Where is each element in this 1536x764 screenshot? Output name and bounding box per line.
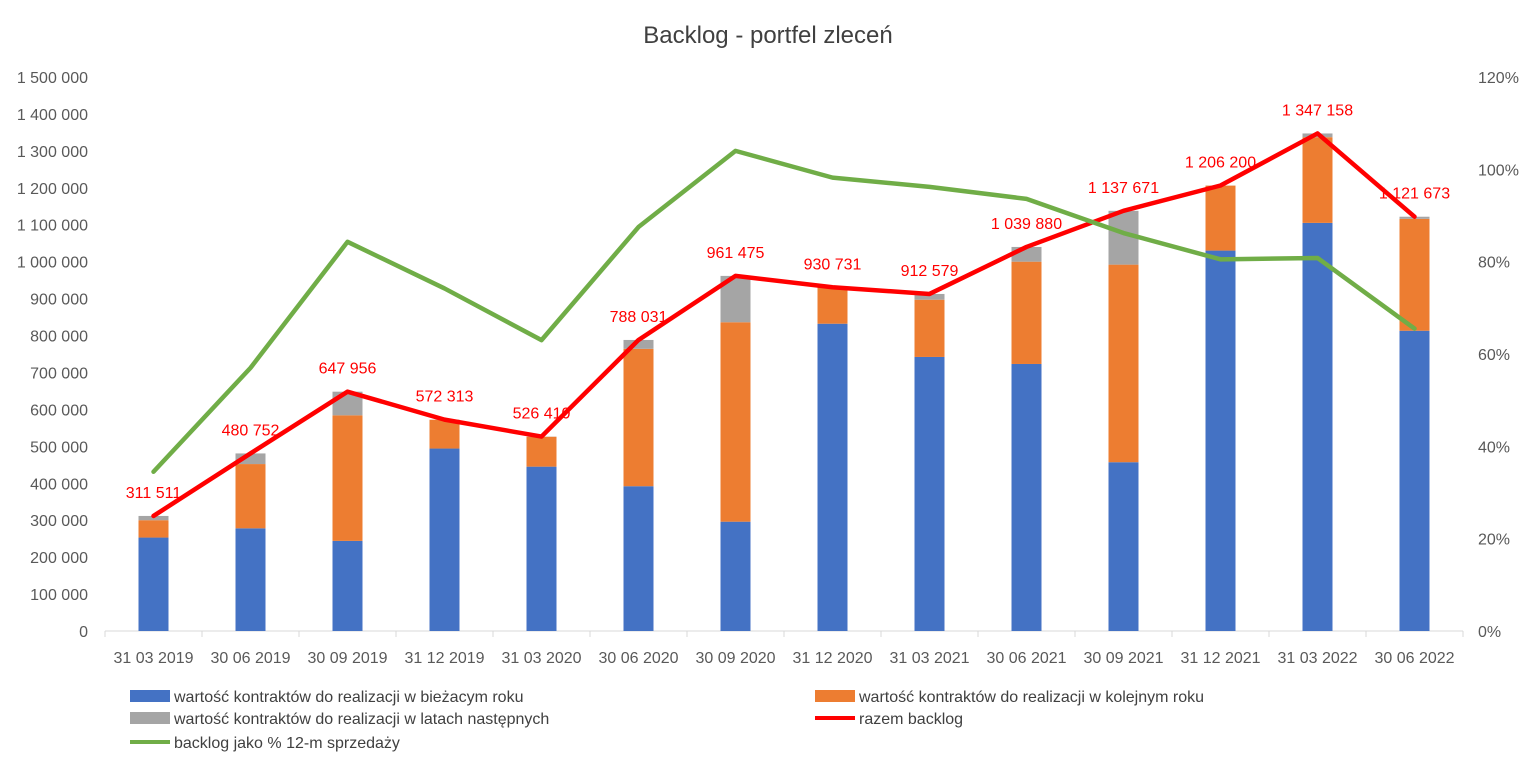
x-tick-label: 31 12 2021	[1180, 650, 1260, 667]
legend-swatch	[130, 712, 170, 724]
x-tick-label: 30 06 2019	[210, 650, 290, 667]
bar-segment	[1400, 219, 1430, 331]
data-label: 1 347 158	[1282, 102, 1353, 119]
legend: wartość kontraktów do realizacji w bieża…	[130, 689, 1204, 752]
data-label: 788 031	[610, 309, 668, 326]
legend-swatch	[815, 690, 855, 702]
y-tick-label: 1 200 000	[17, 181, 88, 198]
y-tick-label: 1 300 000	[17, 144, 88, 161]
bar-segment	[721, 322, 751, 521]
data-label: 526 410	[513, 406, 571, 423]
x-tick-label: 30 06 2022	[1374, 650, 1454, 667]
legend-swatch	[130, 690, 170, 702]
bar-segment	[915, 300, 945, 357]
bar-segment	[139, 538, 169, 631]
y-tick-label: 800 000	[30, 329, 88, 346]
data-label: 480 752	[222, 422, 280, 439]
bar-segment	[527, 437, 557, 467]
y-tick-label: 400 000	[30, 476, 88, 493]
y-tick-label: 1 400 000	[17, 107, 88, 124]
data-label: 912 579	[901, 263, 959, 280]
data-label: 311 511	[126, 485, 182, 502]
y-tick-label: 1 000 000	[17, 255, 88, 272]
bar-segment	[721, 522, 751, 631]
bars	[139, 133, 1430, 631]
x-tick-label: 31 12 2020	[792, 650, 872, 667]
bar-segment	[236, 464, 266, 528]
x-tick-label: 31 03 2019	[113, 650, 193, 667]
bar-segment	[915, 357, 945, 631]
data-label: 1 137 671	[1088, 180, 1159, 197]
x-tick-label: 30 09 2020	[695, 650, 775, 667]
bar-segment	[1400, 331, 1430, 631]
data-label: 961 475	[707, 245, 765, 262]
legend-label: wartość kontraktów do realizacji w bieża…	[173, 689, 523, 706]
data-label: 930 731	[804, 256, 862, 273]
data-label: 647 956	[319, 361, 377, 378]
data-label: 572 313	[416, 389, 474, 406]
legend-label: backlog jako % 12-m sprzedaży	[174, 735, 400, 752]
legend-label: wartość kontraktów do realizacji w kolej…	[858, 689, 1204, 706]
bar-segment	[624, 486, 654, 631]
bar-segment	[1012, 262, 1042, 364]
y-tick-label: 700 000	[30, 365, 88, 382]
y-tick-label: 1 100 000	[17, 218, 88, 235]
bar-segment	[139, 520, 169, 537]
y-tick-label: 300 000	[30, 513, 88, 530]
bar-segment	[1109, 265, 1139, 463]
data-label: 1 206 200	[1185, 155, 1256, 172]
bar-segment	[333, 541, 363, 631]
x-tick-label: 30 06 2020	[598, 650, 678, 667]
y2-tick-label: 120%	[1478, 70, 1519, 87]
bar-segment	[430, 449, 460, 631]
data-labels: 311 511 480 752 647 956 572 313 526 410 788 0…	[126, 102, 1450, 501]
bar-segment	[236, 528, 266, 631]
bar-segment	[1206, 186, 1236, 251]
bar-segment	[1303, 223, 1333, 631]
legend-label: razem backlog	[859, 711, 963, 728]
bar-segment	[818, 288, 848, 324]
bar-segment	[333, 415, 363, 541]
y-tick-label: 600 000	[30, 402, 88, 419]
bar-segment	[624, 349, 654, 486]
data-label: 1 039 880	[991, 216, 1062, 233]
x-tick-label: 31 12 2019	[404, 650, 484, 667]
bar-segment	[430, 420, 460, 449]
y2-tick-label: 60%	[1478, 347, 1510, 364]
legend-label: wartość kontraktów do realizacji w latac…	[173, 711, 549, 728]
y-tick-label: 0	[79, 624, 88, 641]
bar-segment	[1012, 364, 1042, 631]
y-tick-label: 1 500 000	[17, 70, 88, 87]
bar-segment	[1303, 137, 1333, 223]
y2-tick-label: 20%	[1478, 532, 1510, 549]
y-tick-label: 500 000	[30, 439, 88, 456]
bar-segment	[1206, 251, 1236, 631]
x-tick-label: 30 06 2021	[986, 650, 1066, 667]
y2-tick-label: 40%	[1478, 439, 1510, 456]
y2-tick-label: 100%	[1478, 162, 1519, 179]
bar-segment	[527, 467, 557, 631]
y-tick-label: 100 000	[30, 587, 88, 604]
x-tick-label: 31 03 2022	[1277, 650, 1357, 667]
x-tick-label: 31 03 2020	[501, 650, 581, 667]
x-tick-label: 30 09 2019	[307, 650, 387, 667]
data-label: 1 121 673	[1379, 186, 1450, 203]
x-tick-label: 30 09 2021	[1083, 650, 1163, 667]
bar-segment	[1109, 462, 1139, 631]
x-tick-label: 31 03 2021	[889, 650, 969, 667]
chart-title: Backlog - portfel zleceń	[643, 22, 892, 49]
y-tick-label: 900 000	[30, 292, 88, 309]
y-tick-label: 200 000	[30, 550, 88, 567]
y2-tick-label: 80%	[1478, 255, 1510, 272]
bar-segment	[818, 324, 848, 631]
y2-tick-label: 0%	[1478, 624, 1501, 641]
